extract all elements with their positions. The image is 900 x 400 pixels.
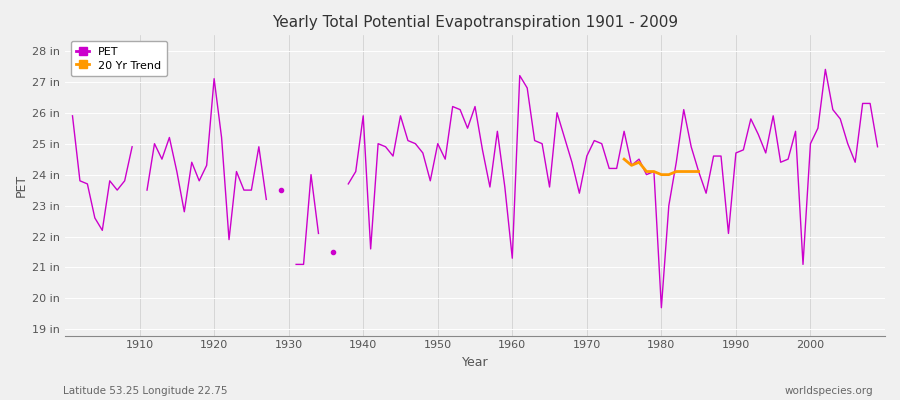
Legend: PET, 20 Yr Trend: PET, 20 Yr Trend (70, 41, 167, 76)
Text: Latitude 53.25 Longitude 22.75: Latitude 53.25 Longitude 22.75 (63, 386, 228, 396)
Y-axis label: PET: PET (15, 174, 28, 197)
Title: Yearly Total Potential Evapotranspiration 1901 - 2009: Yearly Total Potential Evapotranspiratio… (272, 15, 678, 30)
X-axis label: Year: Year (462, 356, 489, 369)
Text: worldspecies.org: worldspecies.org (785, 386, 873, 396)
